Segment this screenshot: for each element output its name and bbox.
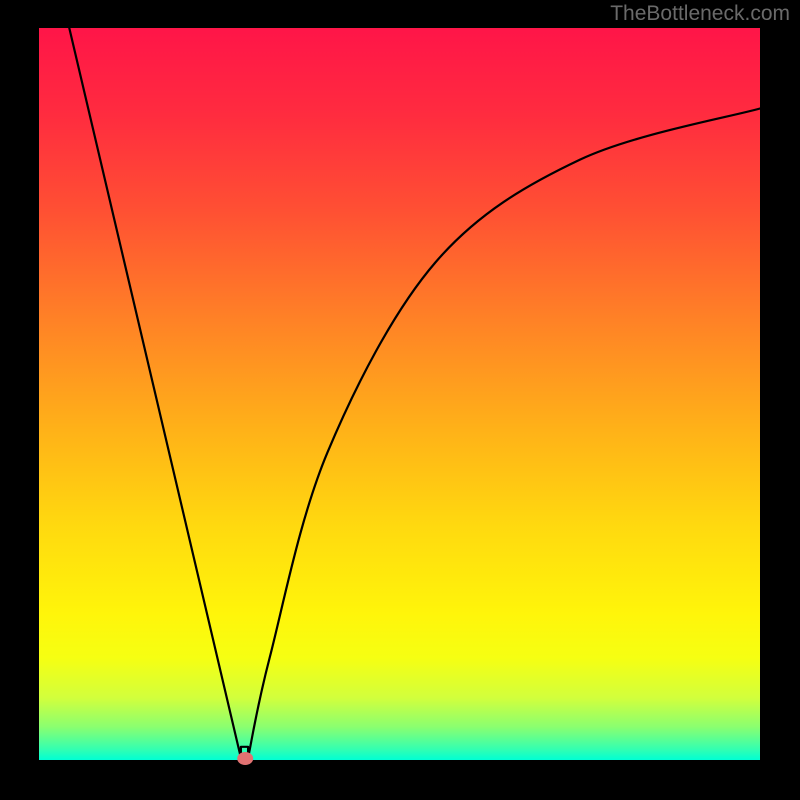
plot-background (39, 28, 760, 760)
minimum-marker (238, 753, 253, 765)
chart-svg (0, 0, 800, 800)
attribution-text: TheBottleneck.com (610, 2, 790, 26)
